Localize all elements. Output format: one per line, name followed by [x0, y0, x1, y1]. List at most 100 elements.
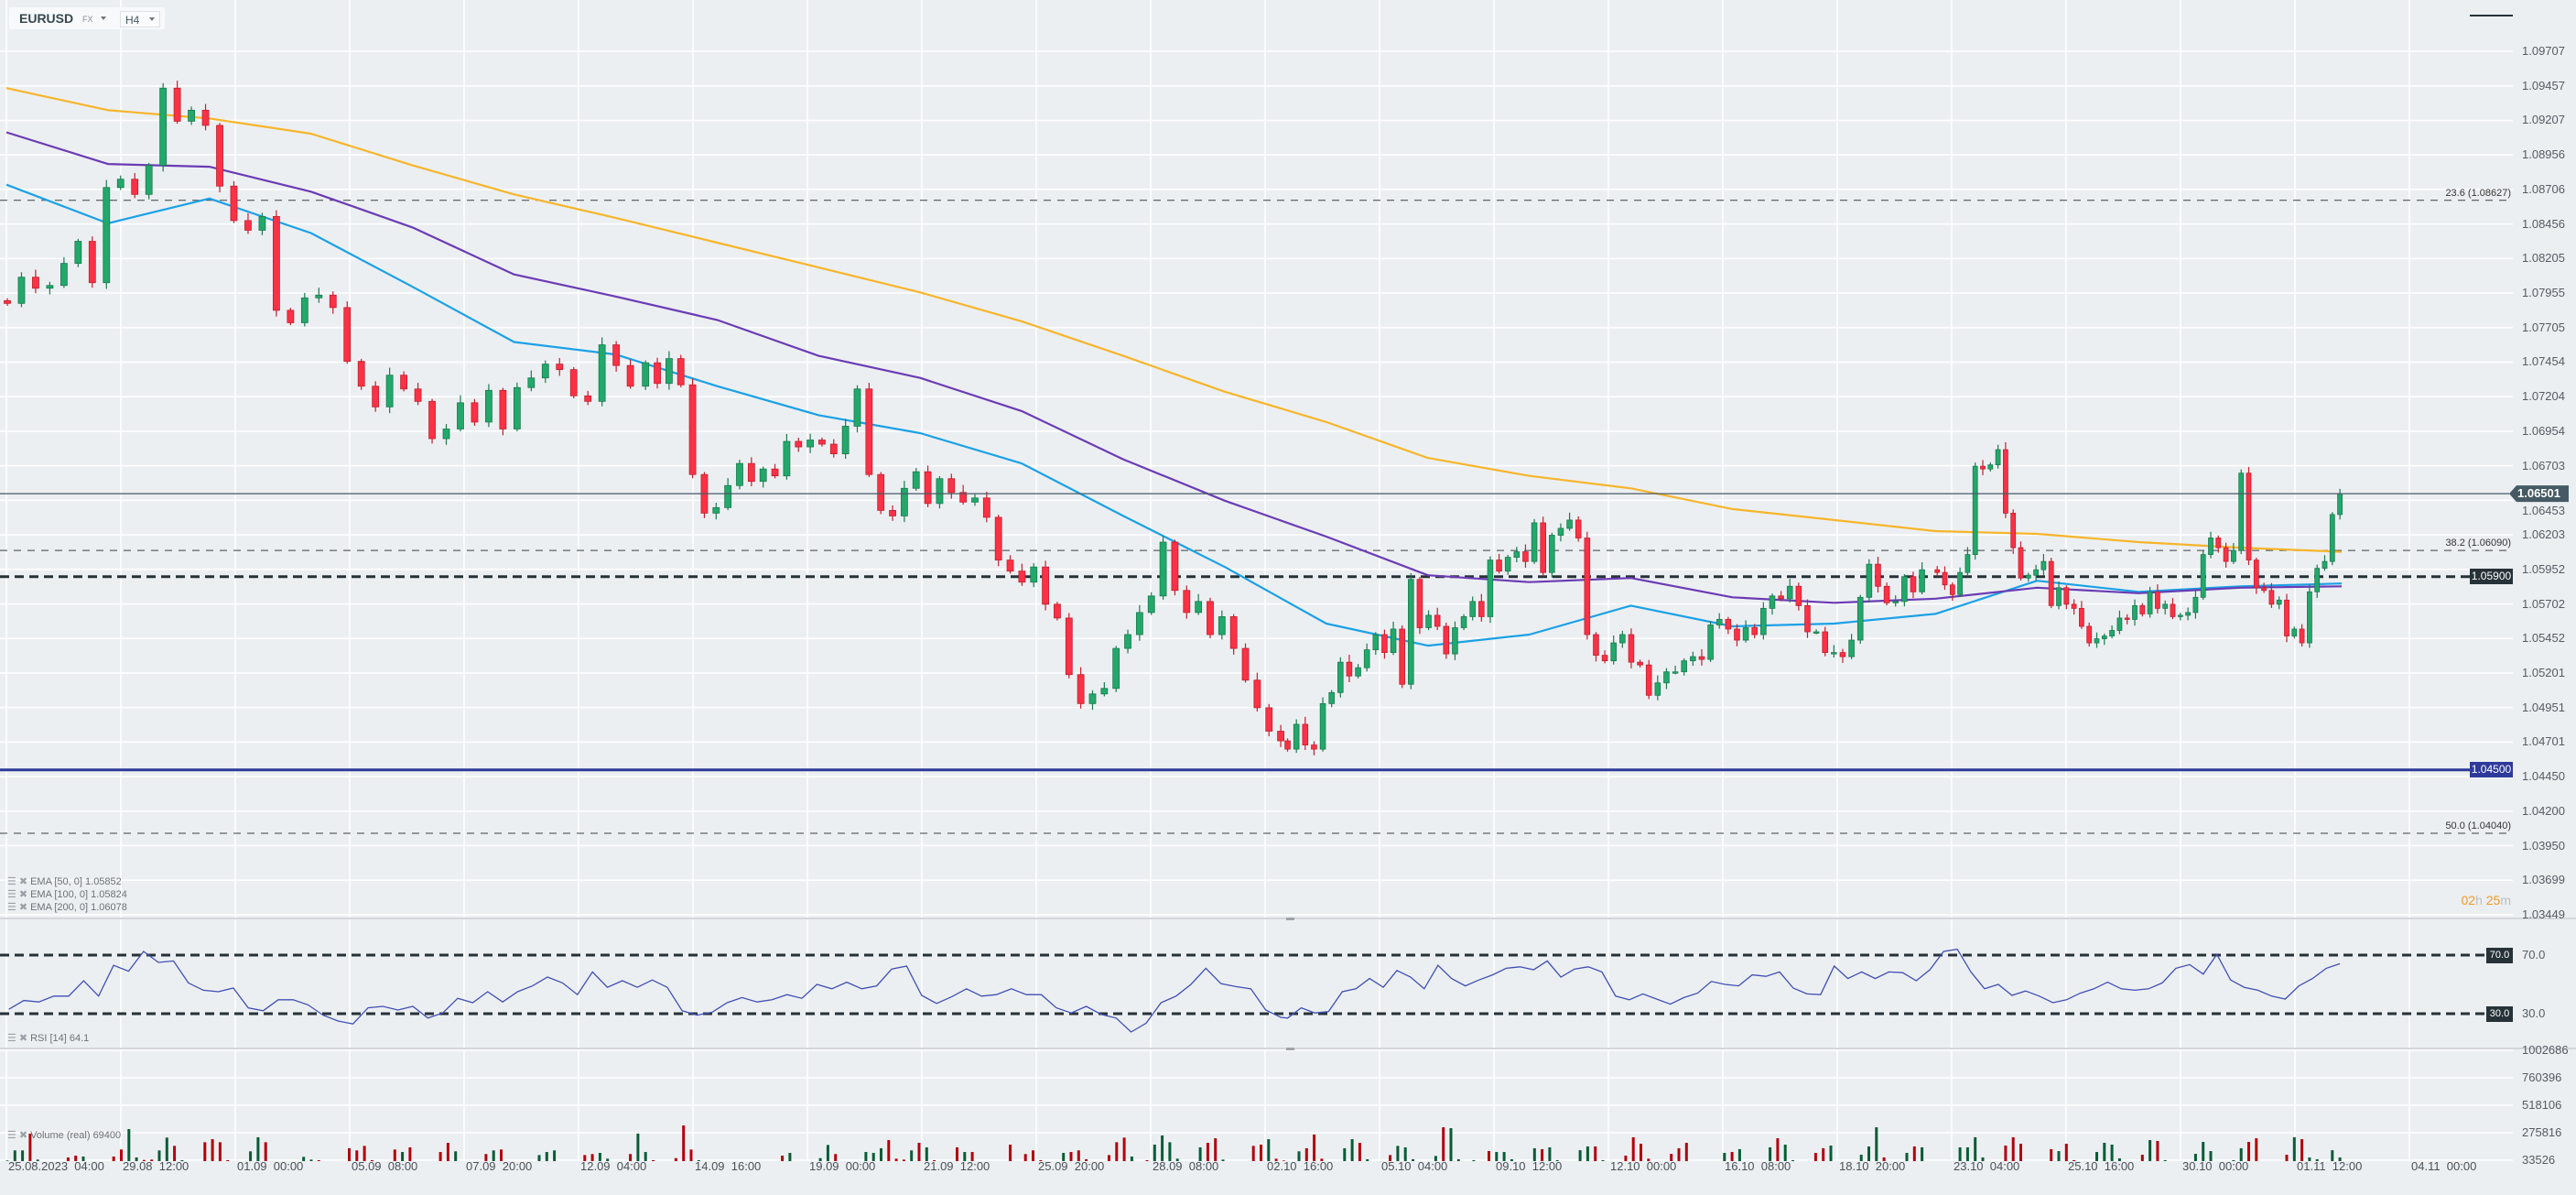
volume-bar — [2338, 1157, 2342, 1161]
candle-bullish — [385, 375, 394, 407]
candle-bearish — [889, 509, 896, 516]
volume-bar — [2209, 1151, 2213, 1161]
menu-icon[interactable]: ☰ — [7, 1130, 16, 1141]
candle-bullish — [853, 388, 861, 427]
candle-bullish — [46, 285, 54, 289]
close-icon[interactable]: ✖ — [18, 889, 28, 900]
menu-icon[interactable]: ☰ — [7, 876, 16, 887]
volume-bar — [5, 1160, 9, 1161]
close-icon[interactable]: ✖ — [18, 902, 28, 913]
volume-bar — [157, 1150, 161, 1161]
candle-bearish — [1311, 744, 1317, 750]
price-tick-label: 1.05201 — [2522, 665, 2565, 679]
volume-bar — [2315, 1158, 2319, 1161]
volume-bar — [363, 1146, 366, 1161]
time-axis-label: 05.09 08:00 — [352, 1159, 418, 1173]
legend-text: EMA [100, 0] 1.05824 — [30, 889, 127, 900]
menu-icon[interactable]: ☰ — [7, 902, 16, 913]
rsi-level-tag: 30.0 — [2486, 1005, 2513, 1022]
candle-bearish — [1980, 465, 1986, 470]
volume-bar — [2163, 1159, 2167, 1161]
menu-icon[interactable]: ☰ — [7, 1033, 16, 1044]
volume-bar — [2308, 1157, 2311, 1161]
volume-bar — [1350, 1139, 1354, 1161]
volume-axis-label: 275816 — [2522, 1125, 2562, 1139]
volume-bar — [537, 1155, 541, 1161]
candle-bearish — [1645, 664, 1652, 696]
candle-bullish — [1293, 723, 1300, 750]
candle-bullish — [1619, 634, 1626, 644]
price-tick-label: 1.05452 — [2522, 631, 2565, 646]
volume-bar — [1601, 1159, 1605, 1161]
candle-bullish — [1707, 625, 1714, 660]
volume-bar — [370, 1159, 373, 1161]
timeframe-select[interactable]: H4 — [120, 11, 160, 27]
legend-ema50: ☰ ✖ EMA [50, 0] 1.05852 — [7, 876, 122, 888]
candle-bullish — [1663, 671, 1670, 684]
candle-bearish — [2079, 607, 2084, 627]
candle-bearish — [556, 364, 564, 371]
volume-bar — [1009, 1144, 1012, 1161]
symbol-dropdown-icon[interactable] — [101, 16, 106, 20]
candle-bullish — [1218, 616, 1226, 636]
candle-bearish — [2155, 591, 2160, 609]
candle-bearish — [1601, 655, 1608, 662]
volume-bar — [1403, 1146, 1407, 1161]
volume-bar — [66, 1157, 70, 1161]
volume-bar — [2004, 1145, 2008, 1161]
candle-bearish — [1054, 603, 1061, 619]
volume-bar — [1449, 1128, 1453, 1161]
candle-bullish — [1328, 691, 1335, 704]
candle-bearish — [1018, 570, 1026, 583]
candle-bearish — [994, 516, 1002, 561]
candle-bearish — [329, 294, 337, 309]
candle-bullish — [1610, 642, 1617, 662]
candle-bearish — [131, 179, 139, 195]
candle-bearish — [2018, 547, 2024, 579]
close-icon[interactable]: ✖ — [18, 1130, 28, 1141]
candle-bullish — [971, 497, 979, 503]
volume-bar — [1198, 1146, 1202, 1161]
fibonacci-level-label: 23.6 (1.08627) — [2445, 187, 2511, 199]
volume-bar — [1396, 1146, 1400, 1161]
time-axis-label: 12.10 00:00 — [1610, 1159, 1677, 1173]
volume-bar — [2285, 1155, 2289, 1161]
volume-bar — [2255, 1138, 2258, 1161]
candle-bullish — [2132, 604, 2138, 620]
symbol-toolbar: EURUSD FX H4 — [9, 7, 165, 29]
candle-bullish — [1866, 563, 1873, 598]
candle-bullish — [1848, 639, 1855, 657]
candle-bearish — [1241, 647, 1250, 681]
time-axis-label: 21.09 12:00 — [924, 1159, 990, 1173]
candle-bullish — [315, 294, 323, 299]
volume-bar — [636, 1133, 640, 1161]
chevron-down-icon — [149, 17, 155, 21]
volume-bar — [818, 1157, 822, 1161]
close-icon[interactable]: ✖ — [18, 876, 28, 887]
symbol-selector[interactable]: EURUSD — [19, 11, 74, 26]
candle-bullish — [900, 487, 908, 516]
candle-bearish — [1637, 661, 1643, 666]
candle-bearish — [654, 362, 661, 385]
candle-bearish — [2223, 547, 2229, 562]
candle-bullish — [2162, 603, 2169, 609]
volume-bar — [173, 1146, 177, 1161]
candle-bearish — [747, 462, 755, 483]
candle-bullish — [2116, 617, 2123, 631]
volume-bar — [1251, 1146, 1255, 1161]
volume-bar — [880, 1147, 882, 1161]
candle-bearish — [1822, 631, 1829, 653]
candle-bullish — [2337, 493, 2343, 516]
ema-line-200 — [5, 87, 2343, 553]
close-icon[interactable]: ✖ — [18, 1033, 28, 1044]
candle-bullish — [1363, 649, 1370, 668]
window-control-minimize[interactable] — [2470, 15, 2513, 16]
candle-bearish — [1042, 566, 1049, 605]
volume-bar — [1412, 1158, 1414, 1161]
candle-bearish — [2299, 628, 2305, 644]
candle-bullish — [1337, 661, 1344, 693]
volume-bar — [1905, 1153, 1909, 1161]
time-axis-label: 07.09 20:00 — [466, 1159, 533, 1173]
menu-icon[interactable]: ☰ — [7, 889, 16, 900]
